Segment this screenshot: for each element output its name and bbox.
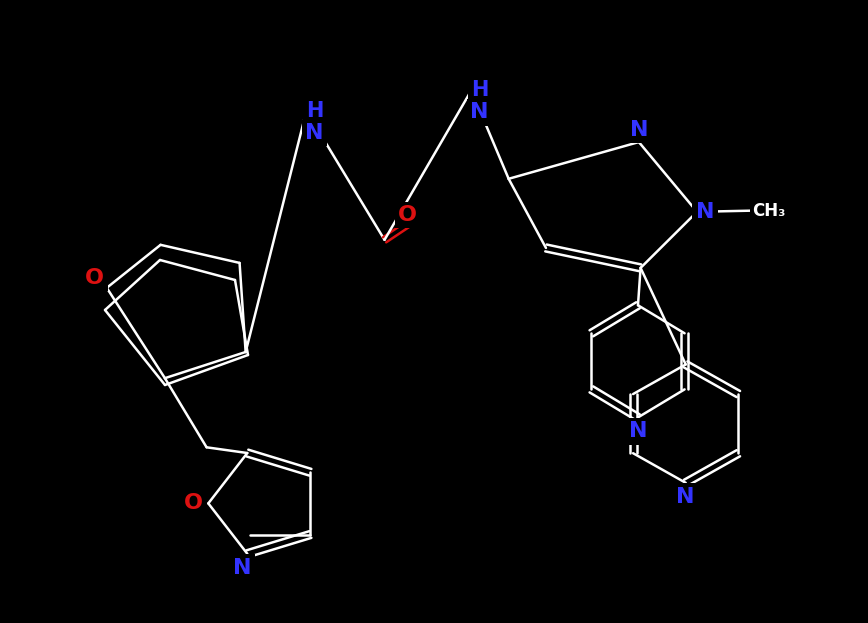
Text: N: N (470, 102, 489, 122)
Text: O: O (398, 205, 418, 225)
Text: H: H (306, 101, 323, 121)
Text: H: H (470, 80, 488, 100)
Text: N: N (676, 487, 695, 507)
Text: N: N (233, 558, 252, 578)
Text: CH₃: CH₃ (753, 202, 786, 219)
Text: N: N (306, 123, 324, 143)
Text: N: N (629, 120, 648, 140)
Text: N: N (628, 421, 648, 442)
Text: N: N (696, 202, 714, 222)
Text: O: O (184, 493, 203, 513)
Text: O: O (85, 268, 104, 288)
